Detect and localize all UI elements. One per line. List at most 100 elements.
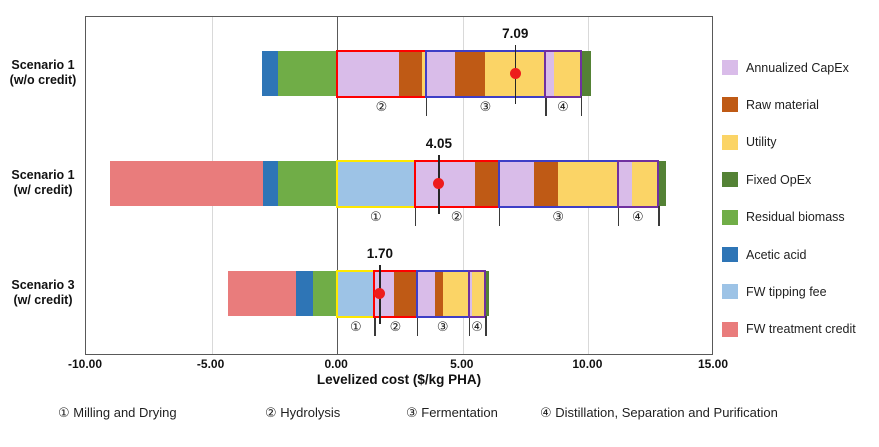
bar-segment-annualized-capex bbox=[414, 161, 475, 206]
legend-item-fixed-opex: Fixed OpEx bbox=[722, 172, 811, 188]
bar-segment-annualized-capex bbox=[468, 271, 473, 316]
section-number-label: ③ bbox=[552, 209, 565, 224]
bar-segment-annualized-capex bbox=[498, 161, 535, 206]
section-divider-line bbox=[580, 96, 583, 116]
bar-segment-annualized-capex bbox=[416, 271, 435, 316]
bar-segment-fixed-opex bbox=[485, 271, 490, 316]
footnote-distillation-separation-and-purification: ④ Distillation, Separation and Purificat… bbox=[540, 405, 778, 420]
net-cost-marker bbox=[509, 68, 521, 79]
row-label-line: (w/o credit) bbox=[9, 72, 77, 87]
section-divider-line bbox=[414, 206, 417, 226]
bar-segment-annualized-capex bbox=[617, 161, 632, 206]
bar-segment-utility bbox=[631, 161, 659, 206]
section-number-label: ② bbox=[389, 319, 402, 334]
process-section-box- bbox=[415, 269, 470, 318]
section-number-label: ③ bbox=[436, 319, 449, 334]
process-section-box- bbox=[467, 269, 487, 318]
process-section-box- bbox=[544, 49, 582, 98]
bar-segment-annualized-capex bbox=[545, 51, 555, 96]
bar-segment-raw-material bbox=[399, 51, 422, 96]
legend-label: Annualized CapEx bbox=[746, 60, 849, 75]
section-number-label: ④ bbox=[632, 209, 644, 224]
section-divider-line bbox=[498, 206, 501, 226]
bar-segment-utility bbox=[442, 271, 469, 316]
bar-segment-acetic-acid bbox=[262, 161, 278, 206]
bar-segment-raw-material bbox=[474, 161, 499, 206]
legend-label: FW treatment credit bbox=[746, 322, 856, 337]
footnote-hydrolysis: ② Hydrolysis bbox=[265, 405, 341, 420]
bar-segment-raw-material bbox=[455, 51, 486, 96]
row-label-line: Scenario 1 bbox=[11, 167, 75, 182]
bar-segment-residual-biomass bbox=[277, 161, 338, 206]
section-number-label: ④ bbox=[471, 319, 483, 334]
section-divider-line bbox=[468, 316, 471, 336]
process-section-box- bbox=[413, 159, 500, 208]
bar-segment-fw-treatment-credit bbox=[109, 161, 263, 206]
section-divider-line bbox=[658, 206, 660, 226]
row-label-line: (w/ credit) bbox=[13, 292, 73, 307]
section-divider-line bbox=[416, 316, 419, 336]
bar-segment-utility bbox=[472, 271, 486, 316]
legend-label: Utility bbox=[746, 135, 777, 150]
net-cost-label: 4.05 bbox=[425, 136, 453, 151]
x-tick-label--5: -5.00 bbox=[196, 357, 225, 371]
row-label-line: (w/ credit) bbox=[13, 182, 73, 197]
process-section-box- bbox=[336, 49, 427, 98]
row-label-line: Scenario 1 bbox=[11, 57, 75, 72]
bar-segment-annualized-capex bbox=[337, 51, 400, 96]
legend-item-fw-tipping-fee: FW tipping fee bbox=[722, 284, 827, 300]
bar-segment-fixed-opex bbox=[580, 51, 591, 96]
process-section-box- bbox=[424, 49, 547, 98]
bar-segment-annualized-capex bbox=[425, 51, 456, 96]
x-tick-label-0: 0.00 bbox=[324, 357, 348, 371]
legend-swatch-fw-treatment-credit bbox=[722, 321, 738, 337]
section-divider-line bbox=[617, 206, 620, 226]
bar-segment-utility bbox=[421, 51, 426, 96]
legend-label: Raw material bbox=[746, 97, 819, 112]
bar-segment-residual-biomass bbox=[313, 271, 338, 316]
row-label-line: Scenario 3 bbox=[11, 277, 75, 292]
plot-area: ② ③ ④ 7.09 ① ② ③ ④ 4.05 ① ② ③ ④ 1.70 bbox=[85, 16, 713, 355]
x-tick-label-15: 15.00 bbox=[697, 357, 729, 371]
section-divider-line bbox=[425, 96, 428, 116]
bar-segment-utility bbox=[554, 51, 581, 96]
legend-item-fw-treatment-credit: FW treatment credit bbox=[722, 321, 856, 337]
section-number-label: ③ bbox=[479, 99, 492, 114]
footnote-fermentation: ③ Fermentation bbox=[406, 405, 498, 420]
section-number-label: ④ bbox=[557, 99, 569, 114]
legend-item-acetic-acid: Acetic acid bbox=[722, 247, 806, 263]
legend-swatch-utility bbox=[722, 134, 738, 150]
legend-item-residual-biomass: Residual biomass bbox=[722, 209, 845, 225]
section-number-label: ② bbox=[450, 209, 463, 224]
process-section-box- bbox=[497, 159, 619, 208]
bar-segment-acetic-acid bbox=[261, 51, 278, 96]
bar-segment-raw-material bbox=[434, 271, 443, 316]
net-cost-label: 7.09 bbox=[502, 26, 529, 41]
process-section-box- bbox=[336, 159, 416, 208]
section-number-label: ① bbox=[349, 319, 362, 334]
bar-segment-raw-material bbox=[534, 161, 559, 206]
row-label-scenario-1-w-credit: Scenario 1 (w/ credit) bbox=[2, 168, 84, 198]
section-number-label: ① bbox=[370, 209, 382, 224]
legend-label: Residual biomass bbox=[746, 210, 845, 225]
net-cost-marker bbox=[374, 288, 386, 299]
bar-segment-acetic-acid bbox=[296, 271, 314, 316]
footnote-milling-and-drying: ① Milling and Drying bbox=[58, 405, 177, 420]
bar-segment-fw-tipping-fee bbox=[337, 271, 375, 316]
legend-swatch-residual-biomass bbox=[722, 209, 738, 225]
section-divider-line bbox=[545, 96, 547, 116]
x-tick-label--10: -10.00 bbox=[67, 357, 103, 371]
legend-swatch-annualized-capex bbox=[722, 60, 738, 75]
legend-swatch-fw-tipping-fee bbox=[722, 284, 738, 300]
section-divider-line bbox=[485, 316, 487, 336]
bar-segment-raw-material bbox=[394, 271, 417, 316]
x-axis-title: Levelized cost ($/kg PHA) bbox=[316, 372, 482, 387]
legend-swatch-fixed-opex bbox=[722, 172, 738, 188]
row-label-scenario-3-w-credit: Scenario 3 (w/ credit) bbox=[2, 278, 84, 308]
x-tick-label-5: 5.00 bbox=[450, 357, 474, 371]
row-label-scenario-1-wo-credit: Scenario 1 (w/o credit) bbox=[2, 58, 84, 88]
net-cost-marker bbox=[433, 178, 445, 189]
bar-segment-fixed-opex bbox=[658, 161, 667, 206]
legend-label: Acetic acid bbox=[746, 247, 807, 262]
net-cost-label: 1.70 bbox=[366, 246, 394, 261]
